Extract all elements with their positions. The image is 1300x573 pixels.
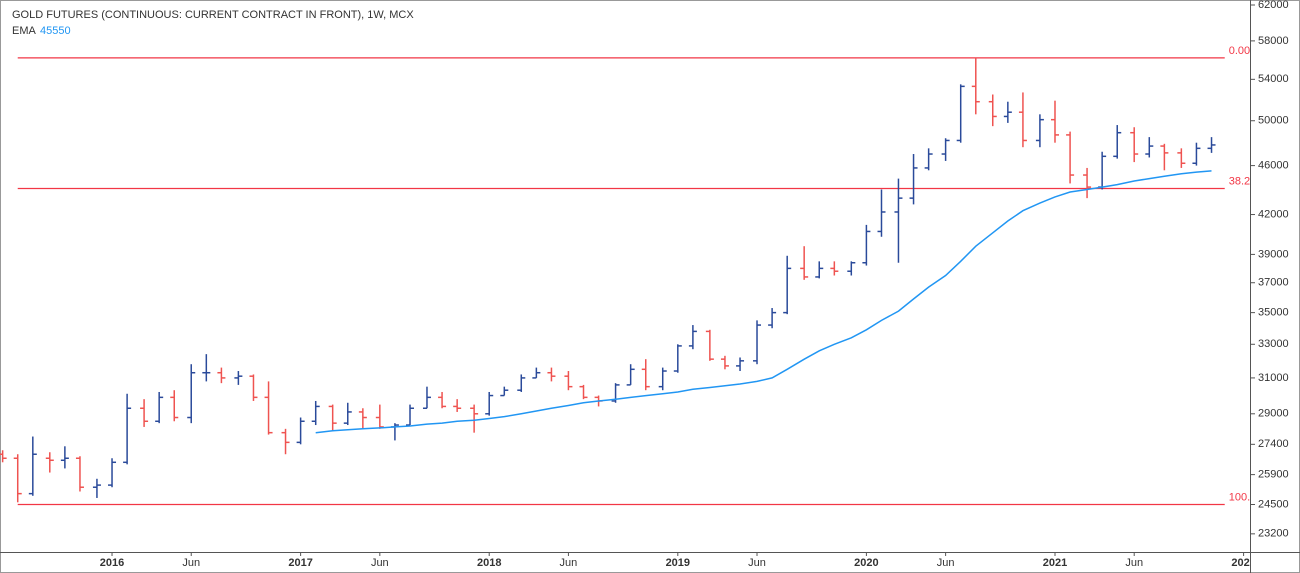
x-tick-label: Jun: [748, 557, 766, 569]
y-tick-label: 27400: [1258, 438, 1289, 450]
y-tick-label: 25900: [1258, 469, 1289, 481]
ema-line: [315, 170, 1212, 434]
y-tick-label: 35000: [1258, 307, 1289, 319]
fib-level-label: 100.00%: [1229, 491, 1273, 503]
x-tick-label: 2022: [1231, 557, 1255, 569]
x-tick-label: 2021: [1043, 557, 1067, 569]
legend-value: 45550: [40, 25, 71, 37]
x-tick-label: Jun: [371, 557, 389, 569]
y-tick-label: 23200: [1258, 528, 1289, 540]
x-tick-label: Jun: [1125, 557, 1143, 569]
x-tick-label: 2016: [100, 557, 124, 569]
x-tick-label: 2018: [477, 557, 501, 569]
x-tick-label: Jun: [560, 557, 578, 569]
y-tick-label: 42000: [1258, 208, 1289, 220]
chart-title: GOLD FUTURES (CONTINUOUS: CURRENT CONTRA…: [12, 9, 414, 21]
time-axis: 2016 Jun 2017 Jun 2018 Jun 2019 Jun 2020 Jun 2021 J…: [100, 552, 1255, 569]
y-tick-label: 31000: [1258, 372, 1289, 384]
y-tick-label: 58000: [1258, 35, 1289, 47]
y-tick-label: 24500: [1258, 498, 1289, 510]
x-tick-label: 2017: [288, 557, 312, 569]
price-axis: 23200 24500 25900 27400 29000 31000 33000 35000…: [1250, 0, 1289, 540]
y-tick-label: 33000: [1258, 338, 1289, 350]
legend-name: EMA: [12, 25, 37, 37]
y-tick-label: 50000: [1258, 115, 1289, 127]
x-tick-label: 2019: [666, 557, 690, 569]
plot-area: 0.00% 38.20% 100.00%: [0, 45, 1273, 506]
y-tick-label: 29000: [1258, 408, 1289, 420]
y-tick-label: 46000: [1258, 160, 1289, 172]
fib-level-label: 0.00%: [1229, 45, 1260, 57]
y-tick-label: 37000: [1258, 277, 1289, 289]
y-tick-label: 39000: [1258, 248, 1289, 260]
fib-level-label: 38.20%: [1229, 175, 1267, 187]
x-tick-label: Jun: [182, 557, 200, 569]
y-tick-label: 54000: [1258, 73, 1289, 85]
x-tick-label: 2020: [854, 557, 878, 569]
x-tick-label: Jun: [937, 557, 955, 569]
y-tick-label: 62000: [1258, 0, 1289, 11]
